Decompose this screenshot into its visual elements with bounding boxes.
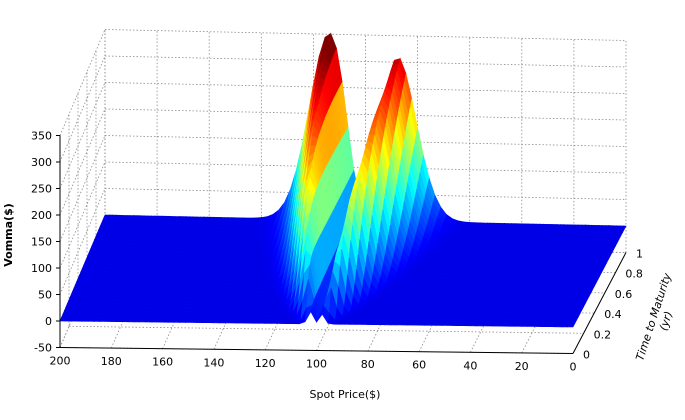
surface-patch [588, 282, 597, 287]
surface-patch [577, 303, 586, 308]
surface [59, 32, 627, 328]
y-tick-label: 0.8 [625, 268, 643, 281]
z-tick-label: 50 [38, 289, 52, 302]
x-tick-label: 0 [570, 361, 577, 374]
z-tick-label: 250 [31, 183, 52, 196]
x-tick-label: 180 [101, 355, 122, 368]
z-tick-label: 200 [31, 209, 52, 222]
x-axis-label: Spot Price($) [310, 388, 381, 401]
z-tick-label: 300 [31, 156, 52, 169]
grid-line [59, 135, 106, 242]
grid-line [104, 135, 627, 147]
y-tick-label: 1 [636, 248, 643, 261]
y-tick-label: 0.2 [594, 328, 612, 341]
z-tick-label: 100 [31, 262, 52, 275]
surface-patch [593, 272, 602, 277]
grid-line [59, 188, 106, 295]
x-tick-label: 200 [50, 355, 71, 368]
grid-line [59, 161, 106, 269]
y-tick-label: 0.6 [615, 288, 633, 301]
grid-line [104, 161, 627, 174]
grid-line [104, 29, 627, 41]
z-axis-label: Vomma($) [2, 203, 15, 267]
grid-line [68, 325, 584, 334]
y-axis-label-line2: (yr) [657, 310, 675, 333]
surface-patch [582, 292, 592, 298]
surface-patch [612, 235, 622, 240]
surface-patch [573, 309, 583, 314]
x-tick-label: 20 [515, 360, 529, 373]
x-tick-label: 80 [361, 358, 375, 371]
z-tick-label: 350 [31, 130, 52, 143]
grid-line [59, 82, 106, 189]
y-axis-line [572, 252, 627, 354]
tick-labels: -50 0 50 100 150 200 250 300 350 0 20 40 60 80 100 120 1… [31, 130, 643, 374]
x-tick-label: 60 [412, 359, 426, 372]
x-tick-label: 160 [152, 356, 173, 369]
grid-line [59, 108, 106, 216]
grid-line [59, 55, 106, 163]
grid-line [104, 188, 627, 200]
x-tick-label: 120 [255, 357, 276, 370]
surface-patch [616, 228, 625, 234]
grid-line [59, 29, 106, 136]
x-tick-label: 40 [463, 359, 477, 372]
y-tick-label: 0 [583, 349, 590, 362]
surface-patch [566, 323, 576, 328]
surface-patch [568, 319, 577, 324]
z-tick-label: -50 [34, 342, 52, 355]
surface-patch [602, 255, 611, 261]
x-axis-line [59, 347, 574, 354]
y-tick-label: 0.4 [604, 308, 622, 321]
grid-line [104, 82, 627, 94]
grid-line [104, 108, 627, 121]
x-tick-label: 140 [203, 356, 224, 369]
z-tick-label: 0 [45, 315, 52, 328]
z-tick-label: 150 [31, 236, 52, 249]
y-axis-label-group: Time to Maturity (yr) [633, 271, 675, 362]
surface-patch [596, 265, 606, 271]
axes [56, 135, 627, 354]
x-tick-label: 100 [306, 358, 327, 371]
grid-line [104, 55, 627, 68]
surface-patch [607, 245, 616, 250]
